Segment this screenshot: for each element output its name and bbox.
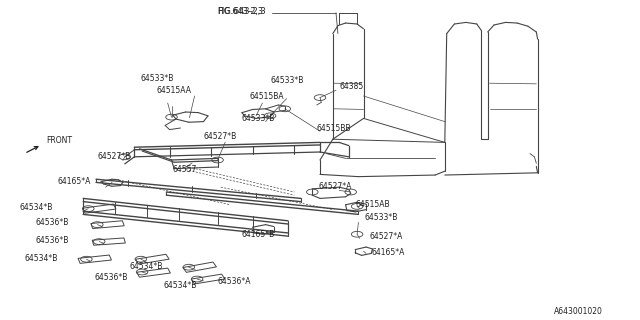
Text: 64536*B: 64536*B xyxy=(95,273,128,282)
Text: 64557: 64557 xyxy=(173,165,197,174)
Text: 64515BB: 64515BB xyxy=(317,124,351,133)
Text: 64165*B: 64165*B xyxy=(242,230,275,239)
Text: 64515AB: 64515AB xyxy=(355,200,390,209)
Text: 64533*B: 64533*B xyxy=(365,213,398,222)
Text: 64536*A: 64536*A xyxy=(218,277,251,286)
Text: 64534*B: 64534*B xyxy=(24,254,58,263)
Text: 64385: 64385 xyxy=(339,82,364,91)
Text: FRONT: FRONT xyxy=(46,136,72,145)
Text: 64534*B: 64534*B xyxy=(19,203,52,212)
Text: 64515BA: 64515BA xyxy=(250,92,284,100)
Text: 64536*B: 64536*B xyxy=(35,236,68,245)
Text: 64165*A: 64165*A xyxy=(371,248,404,257)
Text: 64533*B: 64533*B xyxy=(141,74,174,83)
Text: 64534*B: 64534*B xyxy=(129,262,163,271)
Text: 64533*B: 64533*B xyxy=(242,114,275,123)
Text: 64515AA: 64515AA xyxy=(157,86,192,95)
Text: FIG.643-2,3: FIG.643-2,3 xyxy=(218,7,264,16)
Text: 64536*B: 64536*B xyxy=(35,218,68,227)
Text: 64165*A: 64165*A xyxy=(58,177,91,186)
Text: 64527*B: 64527*B xyxy=(97,152,131,161)
Text: 64533*B: 64533*B xyxy=(270,76,303,85)
Text: 64527*A: 64527*A xyxy=(319,182,352,191)
Text: 64527*A: 64527*A xyxy=(370,232,403,241)
Text: FIG.643-2,3: FIG.643-2,3 xyxy=(218,7,266,16)
Text: 64534*B: 64534*B xyxy=(163,281,196,290)
Text: A643001020: A643001020 xyxy=(554,307,602,316)
Text: 64527*B: 64527*B xyxy=(204,132,237,141)
